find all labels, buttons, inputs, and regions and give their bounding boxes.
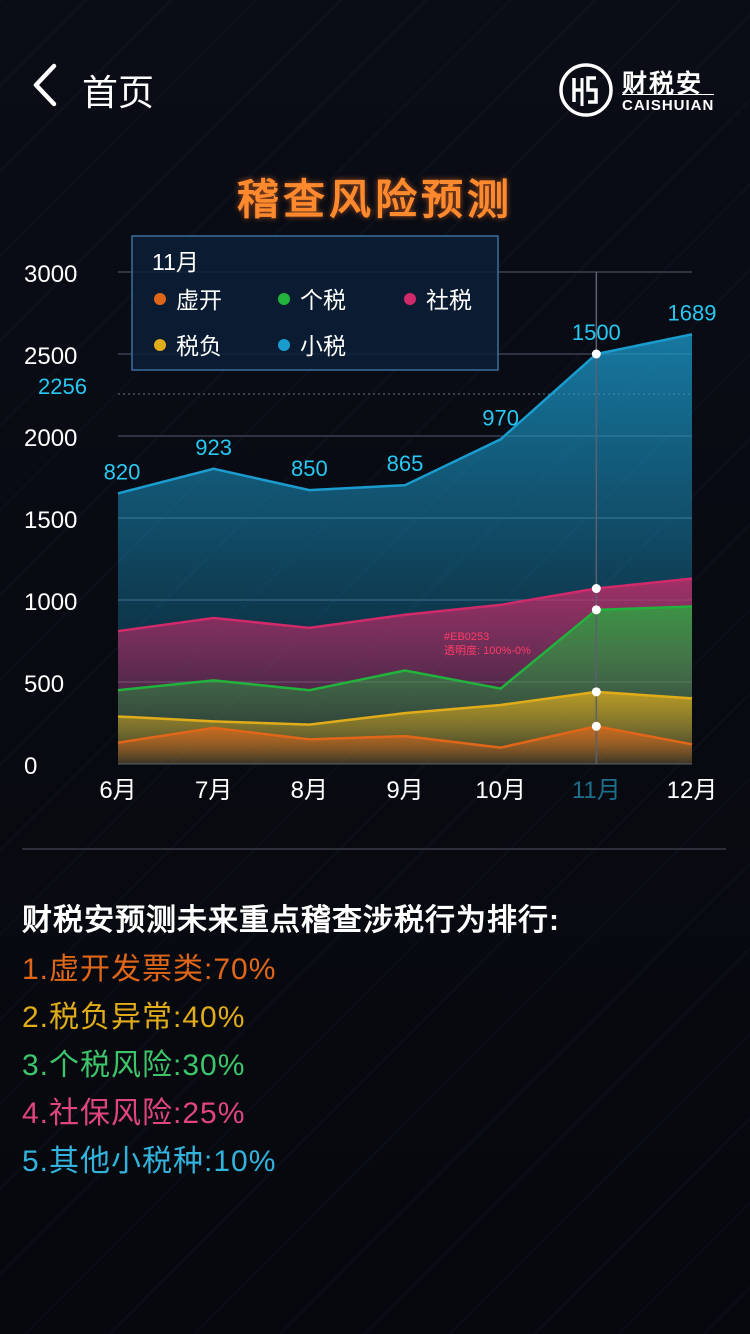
y-tick-label: 3000 (24, 261, 77, 288)
legend-label: 虚开 (176, 287, 222, 313)
annotation-text: 透明度: 100%-0% (444, 643, 531, 657)
chevron-left-icon (33, 63, 57, 107)
chart-title: 稽查风险预测 (236, 176, 513, 223)
ranking-item: 2.税负异常:40% (22, 1001, 246, 1034)
legend-dot (154, 293, 166, 305)
legend-label: 个税 (300, 287, 346, 313)
highlight-point (591, 584, 601, 594)
brand-logo: 财税安 CAISHUIAN (558, 62, 718, 118)
x-tick-label: 6月 (99, 777, 136, 804)
y-tick-label: 500 (24, 671, 64, 698)
y-tick-label: 2500 (24, 343, 77, 370)
ranking-item: 4.社保风险:25% (22, 1097, 246, 1130)
x-tick-label: 10月 (475, 777, 526, 804)
back-button[interactable] (26, 62, 66, 108)
y-tick-label: 0 (24, 753, 37, 780)
divider (22, 848, 726, 850)
risk-area-chart: 0 500 1000 1500 2000 2500 3000 2256 820 923 850 865… (24, 235, 718, 804)
ranking-list: 1.虚开发票类:70% 2.税负异常:40% 3.个税风险:30% 4.社保风险… (22, 950, 276, 1190)
legend-dot (404, 293, 416, 305)
highlight-point (591, 721, 601, 731)
highlight-point (591, 605, 601, 615)
legend-dot (278, 293, 290, 305)
legend-dot (278, 339, 290, 351)
reference-line-label: 2256 (38, 374, 87, 399)
data-label: 970 (482, 405, 519, 430)
legend-label: 小税 (300, 333, 346, 359)
ranking-item: 5.其他小税种:10% (22, 1145, 277, 1178)
brand-name-cn: 财税安 (622, 70, 704, 98)
data-label: 1689 (668, 300, 717, 325)
tooltip-box (131, 235, 499, 371)
data-label: 820 (104, 459, 141, 484)
logo-icon (559, 63, 613, 117)
ranking-item: 3.个税风险:30% (22, 1049, 246, 1082)
tooltip-month: 11月 (152, 249, 199, 275)
nav-title[interactable]: 首页 (82, 72, 155, 113)
x-tick-label: 7月 (195, 777, 232, 804)
highlight-point (591, 687, 601, 697)
brand-name-en: CAISHUIAN (622, 94, 715, 114)
x-tick-label: 12月 (667, 777, 718, 804)
header: 首页 财税安 CAISHUIAN (0, 0, 750, 170)
data-label: 865 (387, 451, 424, 476)
y-tick-label: 1000 (24, 589, 77, 616)
ranking-item: 1.虚开发票类:70% (22, 953, 277, 986)
data-label: 850 (291, 456, 328, 481)
series-area-虚开 (118, 726, 692, 764)
data-label: 923 (195, 435, 232, 460)
legend-label: 社税 (426, 287, 472, 313)
y-tick-label: 1500 (24, 507, 77, 534)
y-tick-label: 2000 (24, 425, 77, 452)
legend-label: 税负 (176, 333, 222, 359)
x-tick-label: 9月 (386, 777, 423, 804)
data-label: 1500 (572, 320, 621, 345)
highlight-point (591, 349, 601, 359)
x-tick-label: 11月 (572, 777, 621, 804)
ranking-heading: 财税安预测未来重点稽查涉税行为排行: (22, 904, 560, 937)
annotation-text: #EB0253 (444, 631, 489, 643)
legend-dot (154, 339, 166, 351)
x-tick-label: 8月 (291, 777, 328, 804)
